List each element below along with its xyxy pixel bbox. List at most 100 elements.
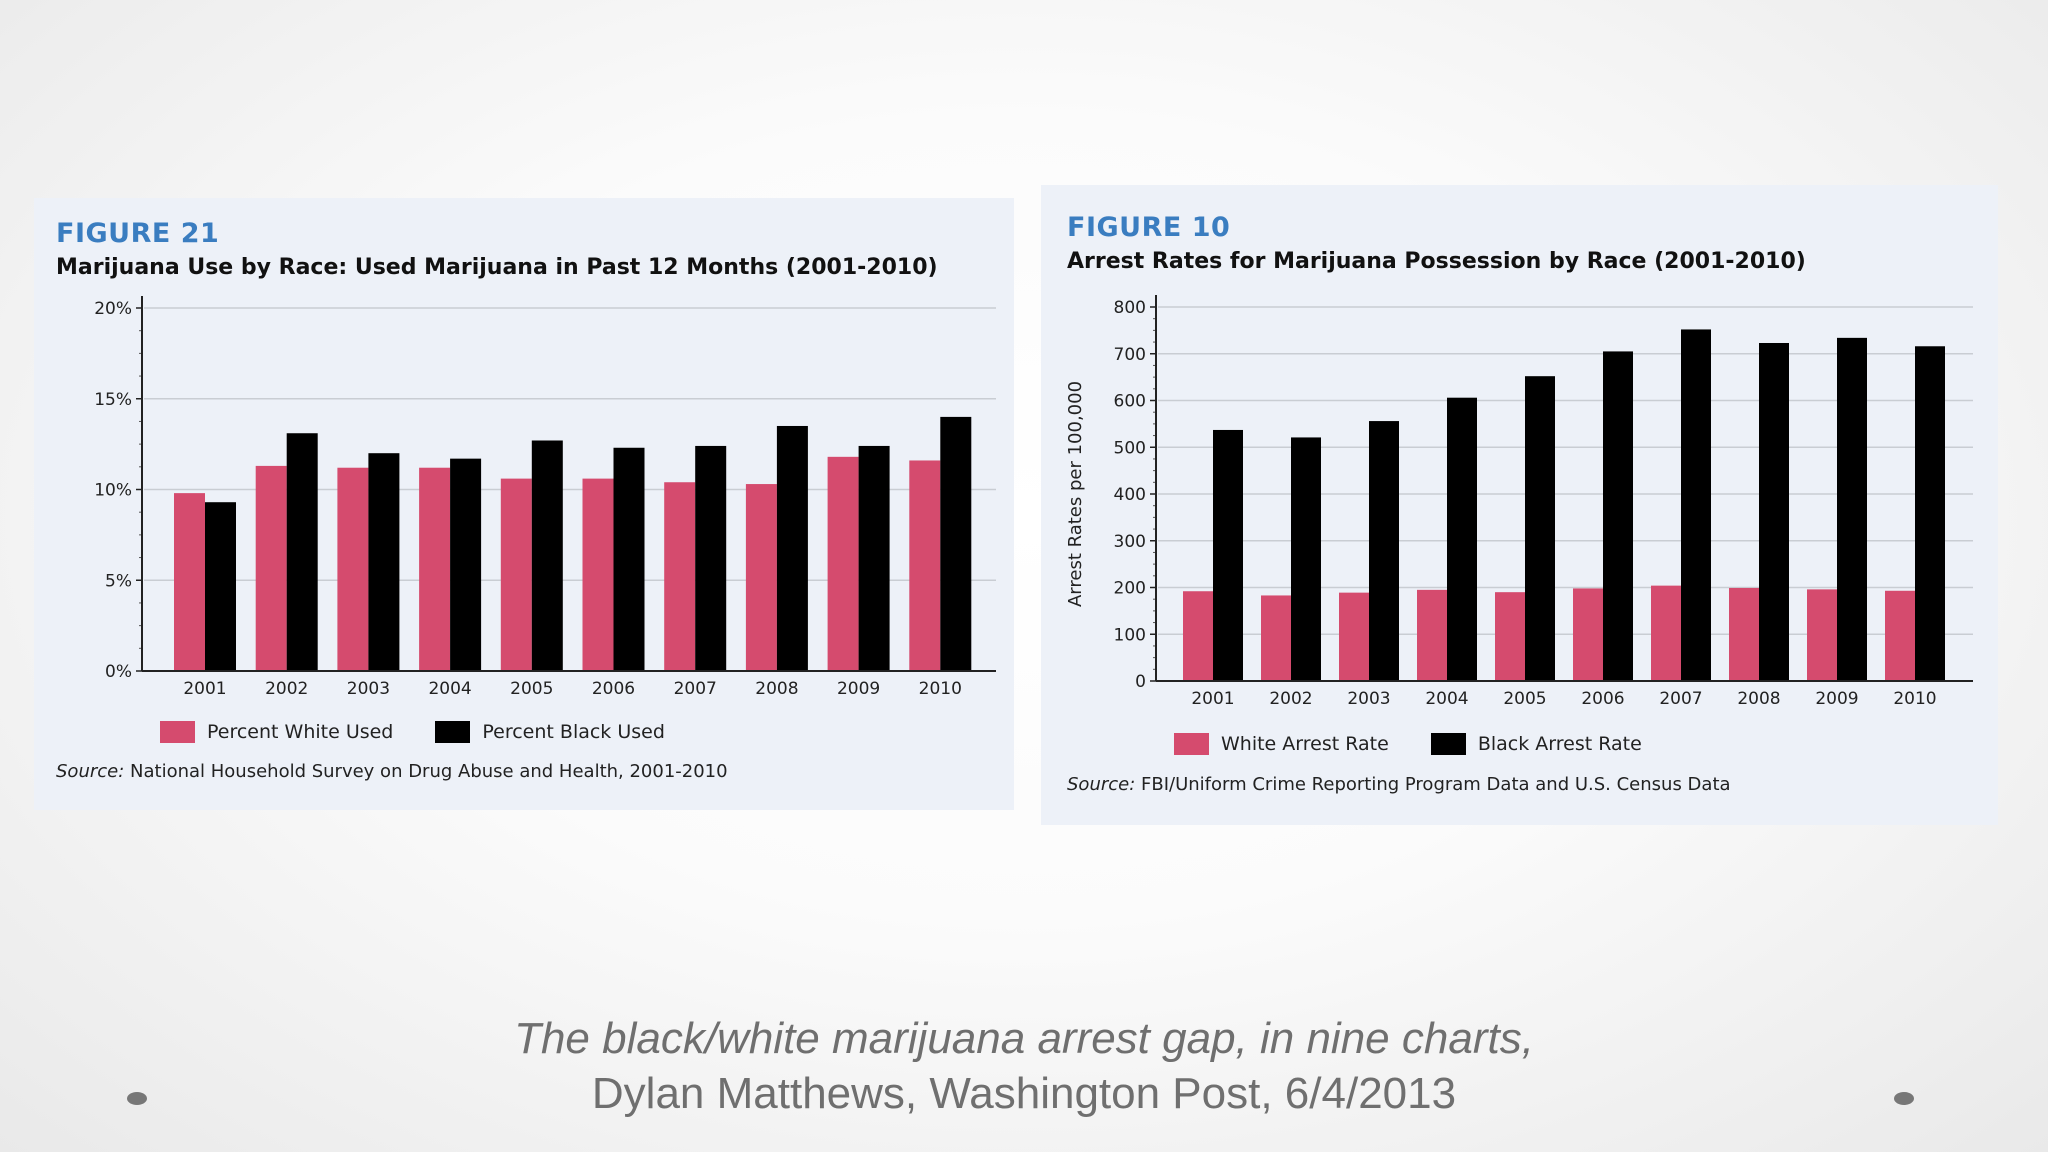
legend-swatch-black bbox=[435, 721, 471, 743]
legend-label-white: White Arrest Rate bbox=[1221, 733, 1389, 755]
bar-white-2005 bbox=[500, 478, 532, 671]
x-tick-label: 2004 bbox=[428, 679, 471, 699]
chart-title: Marijuana Use by Race: Used Marijuana in… bbox=[56, 255, 938, 280]
y-tick-label: 800 bbox=[1114, 298, 1146, 318]
x-tick-label: 2005 bbox=[1503, 689, 1546, 709]
legend-item-white: Percent White Used bbox=[160, 721, 393, 743]
figure-10-panel: FIGURE 10 Arrest Rates for Marijuana Pos… bbox=[1041, 185, 1998, 825]
bar-white-2002 bbox=[1261, 595, 1291, 681]
source-label: Source: bbox=[1067, 774, 1136, 795]
bar-black-2008 bbox=[1759, 342, 1789, 681]
x-tick-label: 2008 bbox=[755, 679, 798, 699]
legend-item-white: White Arrest Rate bbox=[1174, 733, 1389, 755]
x-tick-label: 2009 bbox=[1815, 689, 1858, 709]
bar-black-2001 bbox=[205, 502, 236, 671]
bar-black-2004 bbox=[450, 458, 482, 671]
legend-swatch-black bbox=[1430, 733, 1466, 755]
caption-article-title: The black/white marijuana arrest gap, in… bbox=[514, 1014, 1534, 1063]
slide-bullet-dot-left bbox=[127, 1092, 147, 1105]
legend-label-black: Black Arrest Rate bbox=[1477, 733, 1642, 755]
source-label: Source: bbox=[56, 761, 125, 782]
x-tick-label: 2003 bbox=[1347, 689, 1390, 709]
x-tick-label: 2009 bbox=[837, 679, 880, 699]
bar-black-2002 bbox=[1291, 437, 1321, 681]
bar-white-2007 bbox=[1651, 585, 1681, 681]
y-tick-label: 20% bbox=[94, 299, 132, 319]
legend-label-white: Percent White Used bbox=[207, 721, 394, 743]
bar-white-2001 bbox=[174, 493, 205, 671]
bar-black-2007 bbox=[1681, 329, 1711, 681]
bar-black-2008 bbox=[776, 425, 808, 671]
source-text: National Household Survey on Drug Abuse … bbox=[124, 761, 728, 782]
bar-white-2006 bbox=[582, 478, 614, 671]
slide-bullet-dot-right bbox=[1894, 1092, 1914, 1105]
bar-black-2010 bbox=[940, 416, 972, 671]
x-tick-label: 2001 bbox=[1191, 689, 1234, 709]
bar-white-2003 bbox=[337, 467, 369, 671]
y-tick-label: 300 bbox=[1114, 532, 1146, 552]
legend-swatch-white bbox=[160, 721, 195, 743]
x-tick-label: 2007 bbox=[674, 679, 717, 699]
bar-black-2002 bbox=[286, 433, 318, 671]
bar-black-2007 bbox=[695, 445, 727, 671]
bar-white-2009 bbox=[1807, 589, 1837, 681]
bar-white-2007 bbox=[664, 482, 696, 671]
y-tick-label: 15% bbox=[94, 390, 132, 410]
x-tick-label: 2008 bbox=[1737, 689, 1780, 709]
bar-white-2006 bbox=[1573, 588, 1603, 681]
bar-black-2009 bbox=[1837, 337, 1867, 681]
bar-white-2008 bbox=[745, 484, 777, 671]
y-axis-label: Arrest Rates per 100,000 bbox=[1065, 381, 1086, 607]
x-tick-label: 2010 bbox=[1893, 689, 1936, 709]
y-tick-label: 100 bbox=[1114, 625, 1146, 645]
bar-white-2010 bbox=[1885, 590, 1915, 681]
y-tick-label: 700 bbox=[1114, 345, 1146, 365]
chart-title: Arrest Rates for Marijuana Possession by… bbox=[1067, 249, 1806, 274]
x-tick-label: 2006 bbox=[592, 679, 635, 699]
bar-black-2006 bbox=[613, 447, 645, 671]
chart-source: Source: National Household Survey on Dru… bbox=[56, 761, 728, 782]
caption-attribution: Dylan Matthews, Washington Post, 6/4/201… bbox=[591, 1069, 1457, 1118]
x-tick-label: 2002 bbox=[1269, 689, 1312, 709]
y-tick-label: 10% bbox=[94, 481, 132, 501]
figure-21-panel: FIGURE 21 Marijuana Use by Race: Used Ma… bbox=[34, 198, 1014, 810]
figure-number: FIGURE 10 bbox=[1067, 212, 1231, 243]
bar-chart-marijuana-use: 0% 5% 10% 15% 20% 2001 2002 2003 2004 2005 2006 200… bbox=[94, 296, 996, 699]
source-text: FBI/Uniform Crime Reporting Program Data… bbox=[1135, 774, 1731, 795]
y-tick-label: 0% bbox=[105, 662, 132, 682]
bar-black-2003 bbox=[368, 453, 400, 671]
x-tick-label: 2001 bbox=[183, 679, 226, 699]
chart-legend: Percent White Used Percent Black Used bbox=[160, 721, 707, 743]
bar-white-2004 bbox=[1417, 589, 1447, 681]
bar-black-2004 bbox=[1447, 397, 1477, 681]
x-tick-label: 2005 bbox=[510, 679, 553, 699]
bar-black-2009 bbox=[858, 445, 890, 671]
bar-black-2005 bbox=[531, 440, 563, 671]
x-tick-label: 2002 bbox=[265, 679, 308, 699]
x-tick-label: 2010 bbox=[919, 679, 962, 699]
bar-white-2008 bbox=[1729, 587, 1759, 681]
x-tick-label: 2003 bbox=[347, 679, 390, 699]
y-tick-label: 5% bbox=[105, 571, 132, 591]
legend-swatch-white bbox=[1174, 733, 1209, 755]
y-tick-label: 200 bbox=[1114, 579, 1146, 599]
y-tick-label: 0 bbox=[1135, 672, 1146, 692]
bar-black-2010 bbox=[1915, 346, 1945, 681]
bar-black-2006 bbox=[1603, 351, 1633, 681]
bar-black-2005 bbox=[1525, 376, 1555, 681]
bar-white-2003 bbox=[1339, 592, 1369, 681]
bar-white-2004 bbox=[419, 467, 451, 671]
legend-item-black: Black Arrest Rate bbox=[1430, 733, 1642, 755]
bar-white-2001 bbox=[1183, 591, 1213, 681]
y-tick-label: 500 bbox=[1114, 438, 1146, 458]
bar-black-2003 bbox=[1369, 421, 1399, 681]
bar-white-2005 bbox=[1495, 592, 1525, 681]
x-tick-label: 2006 bbox=[1581, 689, 1624, 709]
figure-number: FIGURE 21 bbox=[56, 218, 220, 249]
bar-white-2010 bbox=[909, 460, 941, 671]
legend-label-black: Percent Black Used bbox=[482, 721, 665, 743]
legend-item-black: Percent Black Used bbox=[435, 721, 665, 743]
bar-white-2009 bbox=[827, 456, 859, 671]
bar-black-2001 bbox=[1213, 429, 1243, 681]
chart-source: Source: FBI/Uniform Crime Reporting Prog… bbox=[1067, 774, 1731, 795]
